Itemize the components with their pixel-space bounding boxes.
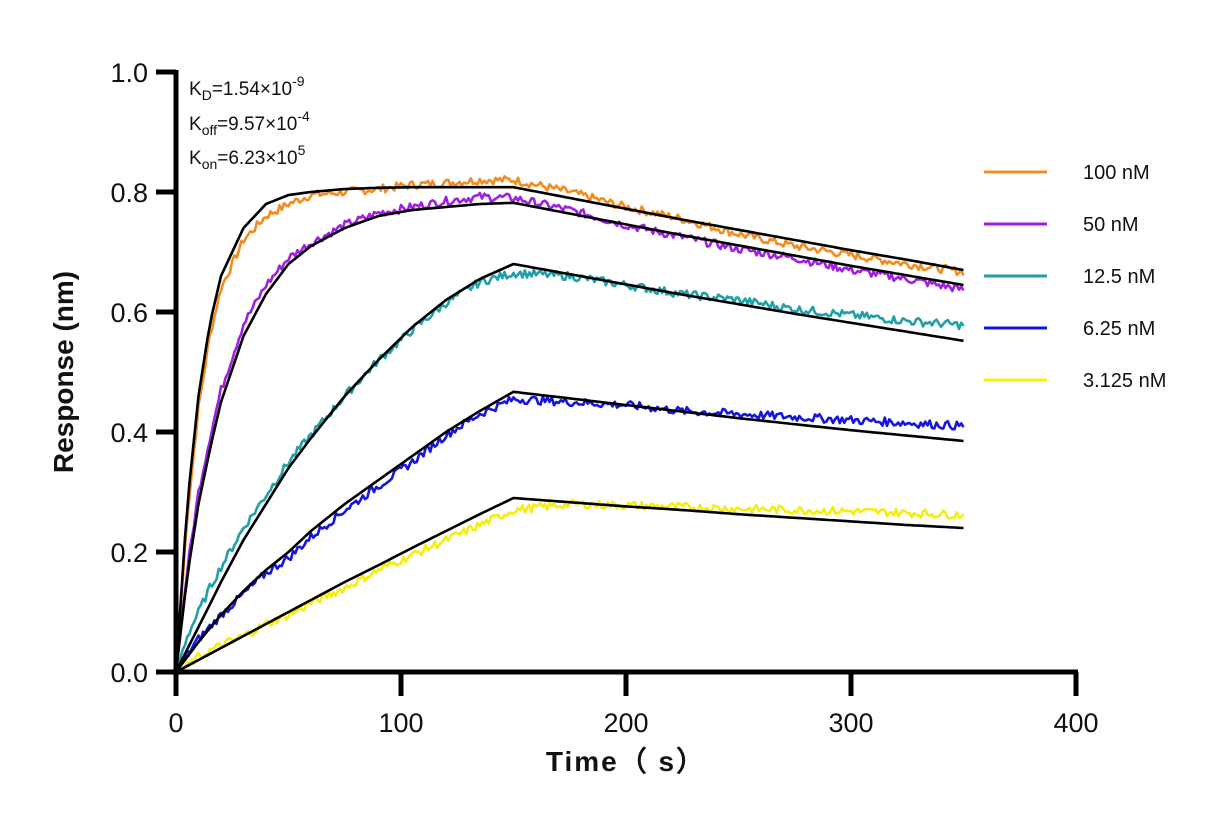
legend: 100 nM 50 nM 12.5 nM 6.25 nM 3.125 nM xyxy=(984,162,1166,392)
x-axis-title: Time（ s） xyxy=(546,745,706,777)
fit-curves-overlay xyxy=(174,185,964,674)
fit-curve-3_125-nM xyxy=(175,496,964,674)
legend-label: 12.5 nM xyxy=(1083,266,1155,288)
fit-curve-50-nM xyxy=(174,201,964,673)
y-axis-title: Response (nm) xyxy=(48,271,79,473)
fit-curve-6_25-nM xyxy=(174,390,964,673)
legend-label: 3.125 nM xyxy=(1083,370,1166,392)
x-tick-label: 0 xyxy=(168,708,183,738)
data-curve-100-nM xyxy=(174,175,965,673)
y-tick-label: 0.8 xyxy=(110,178,148,208)
y-ticks: 0.0 0.2 0.4 0.6 0.8 1.0 xyxy=(110,58,176,688)
kon-annotation: Kon=6.23×105 xyxy=(189,142,306,172)
y-tick-label: 0.2 xyxy=(110,538,148,568)
koff-annotation: Koff=9.57×10-4 xyxy=(189,108,310,138)
fit-curve-12_5-nM xyxy=(174,262,964,673)
kinetics-annotation: KD=1.54×10-9 Koff=9.57×10-4 Kon=6.23×105 xyxy=(189,73,310,172)
data-curves xyxy=(174,175,965,674)
x-ticks: 0 100 200 300 400 xyxy=(168,672,1099,738)
x-tick-label: 300 xyxy=(828,708,873,738)
legend-label: 50 nM xyxy=(1083,214,1139,236)
x-tick-label: 100 xyxy=(378,708,423,738)
x-tick-label: 400 xyxy=(1053,708,1098,738)
y-tick-label: 0.4 xyxy=(110,418,148,448)
legend-label: 100 nM xyxy=(1083,162,1150,184)
y-tick-label: 0.0 xyxy=(110,658,148,688)
x-tick-label: 200 xyxy=(603,708,648,738)
data-curve-6_25-nM xyxy=(174,395,965,673)
data-curve-3_125-nM xyxy=(175,498,965,674)
legend-label: 6.25 nM xyxy=(1083,318,1155,340)
kd-annotation: KD=1.54×10-9 xyxy=(189,73,305,103)
y-tick-label: 0.6 xyxy=(110,298,148,328)
fit-curve-100-nM xyxy=(174,185,964,673)
axes xyxy=(173,70,1078,675)
y-tick-label: 1.0 xyxy=(110,58,148,88)
